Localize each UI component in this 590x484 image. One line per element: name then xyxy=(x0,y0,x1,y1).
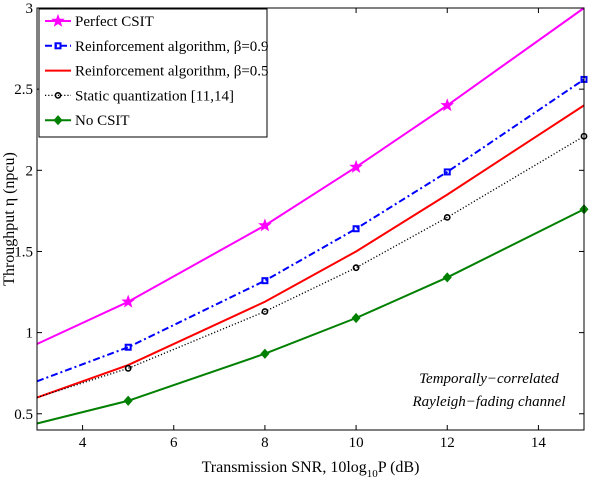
series-line xyxy=(36,104,585,399)
data-point-marker xyxy=(443,168,451,176)
y-tick-label: 1 xyxy=(26,326,34,342)
y-axis-label: Throughput η (npcu) xyxy=(1,152,18,286)
x-tick-label: 6 xyxy=(170,435,178,451)
annotation-line-1: Temporally−correlated xyxy=(419,371,559,387)
series-0 xyxy=(36,7,585,345)
legend-marker xyxy=(54,42,62,50)
legend-entry: Reinforcement algorithm, β=0.9 xyxy=(45,39,269,55)
legend-label: No CSIT xyxy=(75,113,130,129)
x-tick-label: 8 xyxy=(261,435,269,451)
data-point-marker xyxy=(352,225,360,233)
series-2 xyxy=(36,104,585,399)
legend-marker xyxy=(53,115,63,126)
x-tick-label: 10 xyxy=(349,435,364,451)
data-point-marker xyxy=(124,364,132,372)
legend-box xyxy=(38,8,268,138)
legend-entry: Perfect CSIT xyxy=(45,13,154,30)
y-tick-label: 1.5 xyxy=(14,244,33,260)
data-point-marker xyxy=(258,218,272,232)
annotation-line-2: Rayleigh−fading channel xyxy=(411,394,565,410)
data-point-marker xyxy=(440,98,455,112)
series-line xyxy=(36,208,585,425)
axis-ticks: 4 6 8 10 12 14 0.5 1 1.5 2 2.5 3 xyxy=(14,1,584,451)
legend-entry: No CSIT xyxy=(45,113,130,129)
series-line xyxy=(36,78,585,383)
legend-label: Reinforcement algorithm, β=0.9 xyxy=(75,39,269,55)
x-tick-label: 12 xyxy=(440,435,455,451)
legend-label: Perfect CSIT xyxy=(75,14,154,30)
data-point-marker xyxy=(124,343,132,351)
series-4 xyxy=(36,204,589,425)
data-point-marker xyxy=(443,213,451,221)
series-layer xyxy=(36,7,589,425)
data-point-marker xyxy=(442,272,452,283)
y-tick-label: 2.5 xyxy=(14,82,33,98)
y-tick-label: 3 xyxy=(26,1,34,17)
data-point-marker xyxy=(121,294,135,308)
data-point-marker xyxy=(260,348,270,359)
series-line xyxy=(36,7,585,345)
legend-label: Static quantization [11,14] xyxy=(75,88,234,104)
y-tick-label: 2 xyxy=(26,163,34,179)
legend-entry: Reinforcement algorithm, β=0.5 xyxy=(45,64,269,80)
data-point-marker xyxy=(261,277,269,285)
data-point-marker xyxy=(352,264,360,272)
legend-entry: Static quantization [11,14] xyxy=(45,88,234,104)
legend-marker xyxy=(51,13,65,27)
y-tick-label: 0.5 xyxy=(14,407,33,423)
data-point-marker xyxy=(123,395,133,406)
series-3 xyxy=(36,132,588,399)
data-point-marker xyxy=(351,312,361,324)
data-point-marker xyxy=(261,308,269,315)
x-axis-label: Transmission SNR, 10log10P (dB) xyxy=(202,459,420,480)
data-point-marker xyxy=(349,159,363,173)
legend: Perfect CSIT Reinforcement algorithm, β=0… xyxy=(38,8,269,138)
legend-label: Reinforcement algorithm, β=0.5 xyxy=(75,64,269,80)
plot-area-frame xyxy=(36,7,585,431)
series-line xyxy=(36,135,585,399)
x-tick-label: 14 xyxy=(531,435,547,451)
x-tick-label: 4 xyxy=(79,435,87,451)
legend-marker xyxy=(54,92,62,99)
